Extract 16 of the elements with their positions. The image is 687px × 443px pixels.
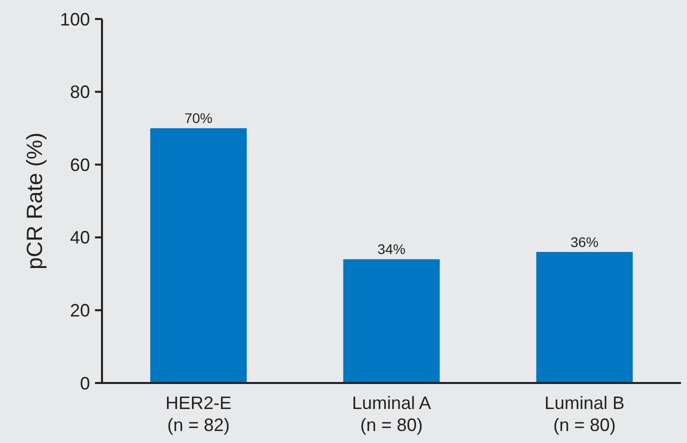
bar (343, 259, 440, 383)
y-tick-label: 40 (70, 228, 90, 248)
data-label: 70% (184, 110, 213, 126)
data-label: 34% (377, 241, 406, 258)
y-tick-label: 100 (60, 9, 90, 30)
y-tick-label: 20 (70, 300, 90, 320)
x-tick-label: HER2-E (n = 82) (165, 393, 232, 435)
data-label: 36% (570, 234, 599, 250)
y-tick-label: 60 (70, 154, 90, 175)
x-tick-label: Luminal A (n = 80) (352, 393, 432, 435)
x-tick-label: Luminal B (n = 80) (544, 393, 625, 435)
y-tick-label: 0 (80, 373, 90, 394)
y-axis-title: pCR Rate (%) (22, 132, 47, 270)
bar (150, 128, 247, 383)
y-tick-label: 80 (70, 82, 90, 102)
bar (536, 252, 633, 383)
